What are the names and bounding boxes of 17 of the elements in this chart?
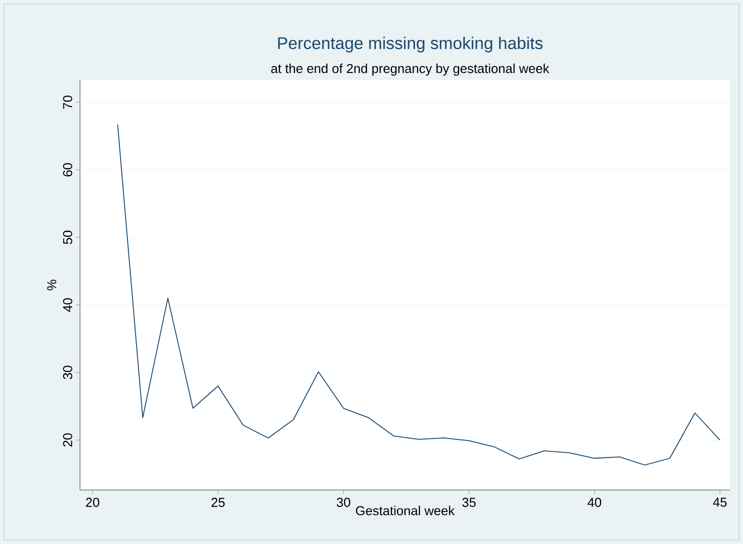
- x-tick-label: 20: [86, 498, 100, 507]
- y-tick-label: 30: [63, 366, 72, 380]
- line-series: [117, 124, 720, 466]
- x-tick-label: 30: [336, 498, 350, 507]
- x-tick-label: 40: [588, 498, 602, 507]
- x-tick-label: 45: [713, 498, 727, 507]
- y-tick-label: 70: [63, 96, 72, 109]
- x-tick-label: 25: [211, 498, 225, 507]
- chart-subtitle: at the end of 2nd pregnancy by gestational week: [271, 64, 550, 76]
- x-tick-label: 35: [462, 498, 476, 507]
- y-tick-label: 50: [63, 230, 72, 244]
- x-axis-title: Gestational week: [356, 506, 455, 516]
- y-tick-label: 20: [63, 433, 72, 447]
- y-axis-title: %: [47, 280, 56, 290]
- y-tick-label: 40: [63, 298, 72, 312]
- chart-title: Percentage missing smoking habits: [278, 36, 543, 53]
- y-tick-label: 60: [63, 163, 72, 176]
